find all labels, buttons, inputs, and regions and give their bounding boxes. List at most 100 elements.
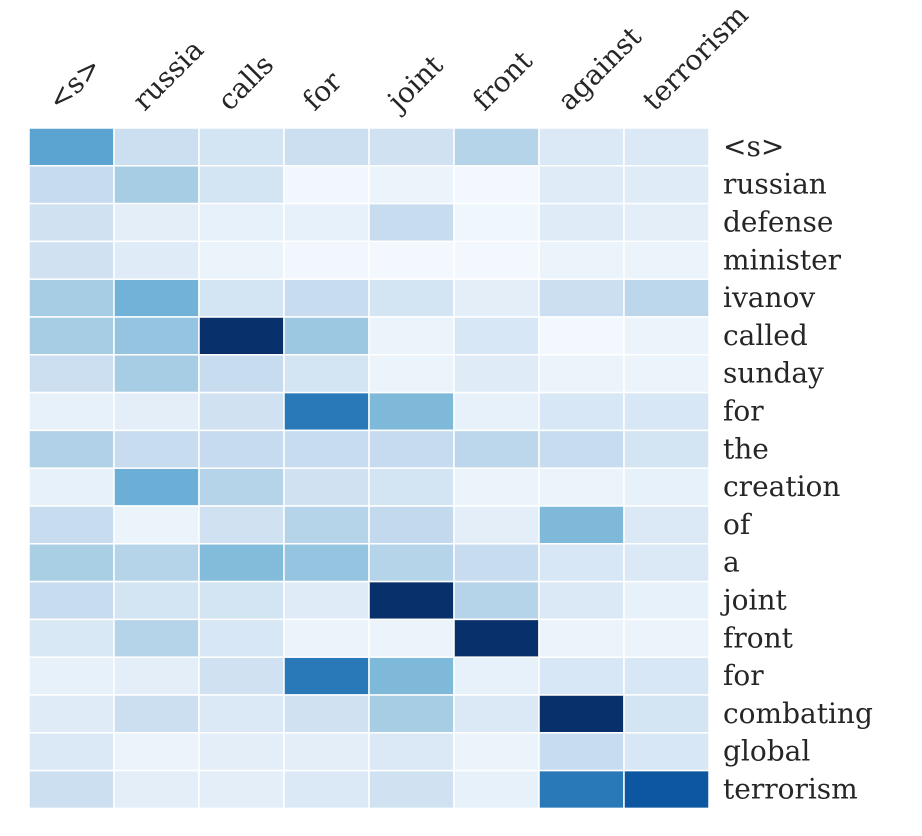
heatmap-cell-r1-c1 — [113, 165, 200, 205]
heatmap-cell-r11-c5 — [453, 543, 540, 583]
y-tick-label: defense — [723, 206, 833, 239]
x-tick-label: <s> — [41, 50, 108, 117]
heatmap-cell-r3-c0 — [28, 240, 115, 280]
heatmap-cell-r2-c4 — [368, 202, 455, 243]
heatmap-cell-r17-c1 — [113, 769, 200, 810]
heatmap-cell-r4-c2 — [198, 278, 285, 318]
y-tick-label: of — [723, 508, 753, 541]
heatmap-cell-r1-c0 — [28, 165, 115, 205]
heatmap-cell-r1-c3 — [283, 165, 370, 205]
heatmap-cell-r10-c4 — [368, 505, 455, 545]
heatmap-cell-r0-c0 — [28, 127, 115, 167]
heatmap-cell-r0-c3 — [283, 127, 370, 167]
heatmap-cell-r11-c2 — [198, 543, 285, 583]
heatmap-cell-r6-c7 — [623, 354, 710, 394]
heatmap-cell-r7-c6 — [538, 391, 625, 432]
heatmap-cell-r7-c7 — [623, 391, 710, 432]
y-tick-label: global — [723, 735, 810, 768]
heatmap-cell-r1-c7 — [623, 165, 710, 205]
heatmap-cell-r7-c5 — [453, 391, 540, 432]
heatmap-cell-r11-c0 — [28, 543, 115, 583]
heatmap-cell-r2-c0 — [28, 202, 115, 243]
heatmap-cell-r3-c6 — [538, 240, 625, 280]
heatmap-cell-r16-c2 — [198, 732, 285, 772]
y-tick-label: for — [723, 659, 764, 692]
heatmap-cell-r8-c0 — [28, 429, 115, 469]
heatmap-cell-r0-c7 — [623, 127, 710, 167]
heatmap-cell-r5-c1 — [113, 316, 200, 356]
heatmap-cell-r2-c5 — [453, 202, 540, 243]
heatmap-cell-r9-c5 — [453, 467, 540, 507]
heatmap-cell-r17-c3 — [283, 769, 370, 810]
y-tick-label: minister — [723, 243, 842, 276]
heatmap-cell-r17-c5 — [453, 769, 540, 810]
x-tick-label: terrorism — [636, 0, 755, 117]
y-tick-label: a — [723, 546, 740, 579]
x-tick-label: russia — [126, 33, 210, 117]
heatmap-cell-r13-c4 — [368, 618, 455, 658]
heatmap-cell-r5-c5 — [453, 316, 540, 356]
heatmap-cell-r14-c1 — [113, 656, 200, 696]
heatmap-cell-r14-c3 — [283, 656, 370, 696]
heatmap-cell-r12-c1 — [113, 580, 200, 621]
heatmap-cell-r8-c3 — [283, 429, 370, 469]
heatmap-cell-r3-c1 — [113, 240, 200, 280]
heatmap-cell-r6-c3 — [283, 354, 370, 394]
heatmap-cell-r14-c7 — [623, 656, 710, 696]
heatmap-cell-r15-c5 — [453, 694, 540, 734]
heatmap-cell-r12-c0 — [28, 580, 115, 621]
heatmap-cell-r2-c1 — [113, 202, 200, 243]
heatmap-cell-r15-c7 — [623, 694, 710, 734]
heatmap-cell-r5-c4 — [368, 316, 455, 356]
heatmap-cell-r16-c0 — [28, 732, 115, 772]
heatmap-cell-r8-c2 — [198, 429, 285, 469]
heatmap-cell-r14-c6 — [538, 656, 625, 696]
heatmap-cell-r5-c3 — [283, 316, 370, 356]
heatmap-cell-r13-c3 — [283, 618, 370, 658]
heatmap-cell-r1-c5 — [453, 165, 540, 205]
heatmap-cell-r8-c6 — [538, 429, 625, 469]
heatmap-cell-r7-c4 — [368, 391, 455, 432]
heatmap-cell-r9-c4 — [368, 467, 455, 507]
heatmap-cell-r3-c3 — [283, 240, 370, 280]
heatmap-cell-r4-c3 — [283, 278, 370, 318]
heatmap-cell-r9-c1 — [113, 467, 200, 507]
heatmap-cell-r12-c7 — [623, 580, 710, 621]
heatmap-cell-r5-c2 — [198, 316, 285, 356]
y-tick-label: terrorism — [723, 773, 858, 806]
heatmap-cell-r4-c7 — [623, 278, 710, 318]
heatmap-cell-r0-c4 — [368, 127, 455, 167]
y-tick-label: for — [723, 395, 764, 428]
y-tick-label: front — [723, 621, 794, 654]
heatmap-cell-r7-c2 — [198, 391, 285, 432]
heatmap-cell-r5-c6 — [538, 316, 625, 356]
heatmap-cell-r0-c6 — [538, 127, 625, 167]
heatmap-cell-r2-c7 — [623, 202, 710, 243]
heatmap-cell-r8-c4 — [368, 429, 455, 469]
y-tick-label: ivanov — [723, 281, 815, 314]
heatmap-cell-r2-c3 — [283, 202, 370, 243]
heatmap-cell-r16-c1 — [113, 732, 200, 772]
heatmap-cell-r13-c0 — [28, 618, 115, 658]
heatmap-cell-r7-c0 — [28, 391, 115, 432]
y-tick-label: combating — [723, 697, 873, 730]
heatmap-cell-r12-c3 — [283, 580, 370, 621]
x-tick-label: front — [466, 44, 539, 117]
heatmap-cell-r15-c0 — [28, 694, 115, 734]
x-tick-label: against — [551, 20, 648, 117]
heatmap-cell-r17-c7 — [623, 769, 710, 810]
heatmap-cell-r3-c2 — [198, 240, 285, 280]
heatmap-cell-r11-c1 — [113, 543, 200, 583]
heatmap-cell-r15-c1 — [113, 694, 200, 734]
heatmap-cell-r0-c1 — [113, 127, 200, 167]
heatmap-cell-r16-c4 — [368, 732, 455, 772]
heatmap-cell-r8-c1 — [113, 429, 200, 469]
heatmap-cell-r16-c6 — [538, 732, 625, 772]
heatmap-cell-r4-c1 — [113, 278, 200, 318]
heatmap-cell-r6-c6 — [538, 354, 625, 394]
heatmap-cell-r6-c5 — [453, 354, 540, 394]
heatmap-cell-r6-c0 — [28, 354, 115, 394]
heatmap-cell-r4-c0 — [28, 278, 115, 318]
heatmap-cell-r15-c4 — [368, 694, 455, 734]
